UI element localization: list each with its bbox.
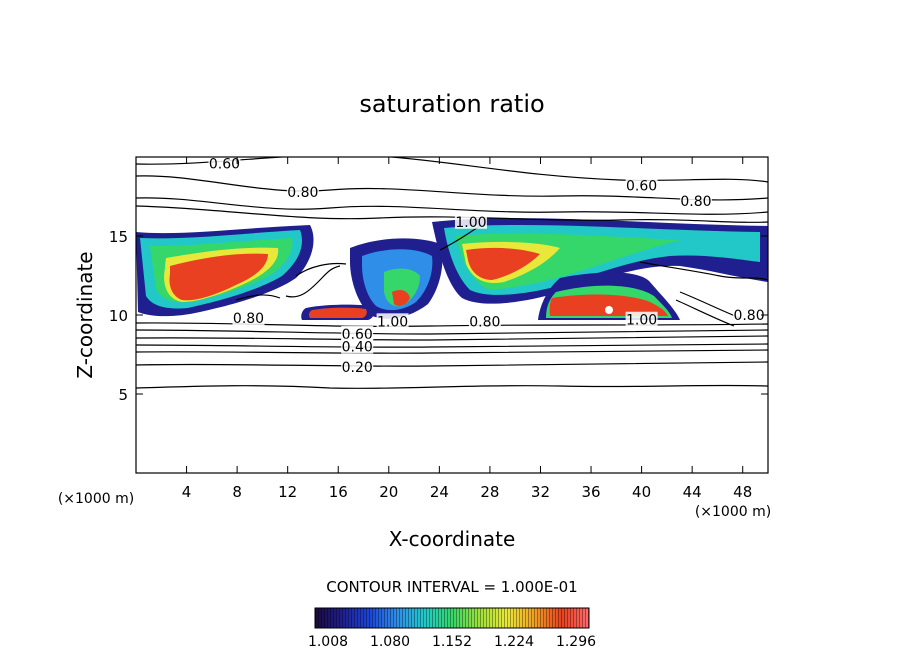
colorbar-stripes [315, 608, 589, 628]
contour-label-bg [454, 213, 487, 229]
contour-label: 0.20 [342, 360, 373, 376]
x-tick-label: 12 [278, 483, 297, 501]
x-tick-label: 16 [329, 483, 348, 501]
cloud-lower-right-red [549, 294, 668, 316]
chart-title: saturation ratio [359, 90, 544, 118]
contour-label-bg [679, 193, 712, 209]
contour-label: 0.80 [469, 314, 500, 330]
cloud-cell-center-red [392, 290, 410, 306]
x-tick-label: 28 [480, 483, 499, 501]
colorbar-tick-label: 1.224 [494, 634, 534, 650]
contour-label-bg [341, 325, 374, 341]
contour-label-bg [468, 313, 501, 329]
x-axis-ticks: 4 8 12 16 20 24 28 32 36 40 44 48 [182, 157, 752, 501]
contour-label: 1.00 [377, 314, 408, 330]
x-tick-label: 36 [581, 483, 600, 501]
contour-interval-note: CONTOUR INTERVAL = 1.000E-01 [326, 578, 577, 596]
contour-label: 0.80 [233, 311, 264, 327]
x-tick-label: 48 [733, 483, 752, 501]
x-tick-label: 44 [683, 483, 702, 501]
y-tick-label: 10 [109, 307, 128, 325]
contour-label: 1.00 [626, 313, 657, 329]
contour-label: 0.60 [209, 156, 240, 172]
cloud-core-left-red [169, 253, 268, 301]
x-tick-label: 4 [182, 483, 192, 501]
contour-labels: 0.600.80 0.600.801.000.80 1.000.600.400.20… [208, 155, 766, 376]
y-axis-label: Z-coordinate [73, 251, 97, 378]
contour-label-bg [208, 155, 241, 171]
contour-label-bg [376, 313, 409, 329]
contour-label-bg [341, 338, 374, 354]
colorbar-ticks: 1.008 1.080 1.152 1.224 1.296 [308, 634, 596, 650]
colorbar-tick-label: 1.152 [432, 634, 472, 650]
contour-label: 0.80 [287, 185, 318, 201]
colorbar: 1.008 1.080 1.152 1.224 1.296 [308, 607, 596, 650]
y-tick-label: 15 [109, 228, 128, 246]
contour-label-bg [733, 307, 766, 322]
contour-label-bg [625, 177, 658, 193]
filled-contours [136, 157, 768, 390]
x-tick-label: 32 [531, 483, 550, 501]
colorbar-tick-label: 1.080 [370, 634, 410, 650]
x-tick-label: 20 [379, 483, 398, 501]
cloud-lower-middle-red [308, 307, 367, 318]
colorbar-tick-label: 1.296 [556, 634, 596, 650]
contour-label-bg [286, 183, 319, 199]
y-tick-label: 5 [118, 386, 128, 404]
x-axis-label: X-coordinate [389, 527, 516, 551]
contour-label: 0.80 [733, 308, 764, 324]
cloud-core-right-red [466, 247, 540, 280]
contour-label: 0.60 [626, 178, 657, 194]
x-axis-unit: (×1000 m) [695, 504, 771, 520]
y-axis-unit: (×1000 m) [58, 491, 134, 507]
contour-label-bg [232, 310, 265, 326]
y-axis-ticks: 5 10 15 [109, 228, 768, 404]
contour-label-bg [625, 311, 658, 327]
contour-label-bg [341, 359, 374, 375]
colorbar-tick-label: 1.008 [308, 634, 348, 650]
contour-label: 0.80 [680, 194, 711, 210]
contour-label: 1.00 [455, 215, 486, 231]
contour-label: 0.40 [342, 340, 373, 356]
colorbar-frame [314, 607, 590, 629]
x-tick-label: 8 [232, 483, 242, 501]
cloud-lower-right-hole [605, 306, 613, 314]
x-tick-label: 40 [632, 483, 651, 501]
plot-area: 0.600.80 0.600.801.000.80 1.000.600.400.20… [135, 155, 769, 474]
x-tick-label: 24 [430, 483, 449, 501]
